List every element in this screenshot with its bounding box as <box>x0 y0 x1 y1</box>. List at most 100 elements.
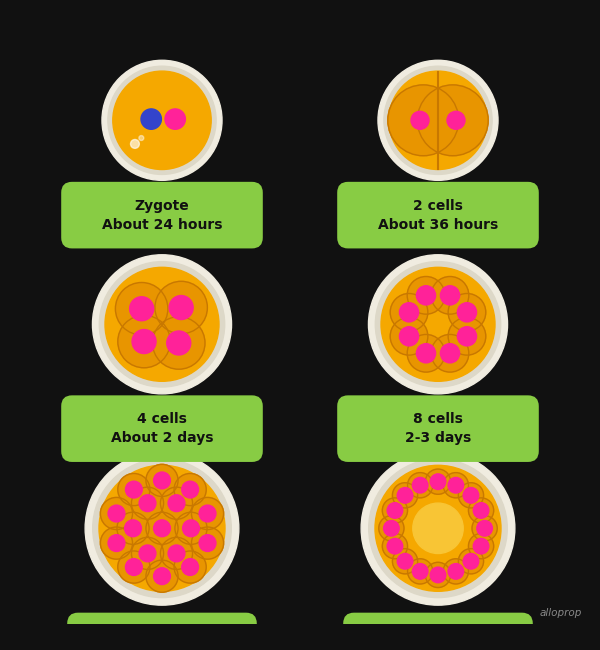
FancyBboxPatch shape <box>343 613 533 650</box>
Circle shape <box>431 335 469 372</box>
Circle shape <box>473 538 489 554</box>
Circle shape <box>108 535 125 551</box>
Circle shape <box>407 473 433 498</box>
Circle shape <box>381 267 495 382</box>
Circle shape <box>100 261 224 387</box>
Circle shape <box>182 520 199 537</box>
FancyBboxPatch shape <box>61 182 263 248</box>
Circle shape <box>130 297 154 320</box>
Circle shape <box>447 111 465 129</box>
Circle shape <box>400 303 419 322</box>
Circle shape <box>412 478 428 493</box>
Circle shape <box>108 66 216 174</box>
Circle shape <box>100 527 133 559</box>
Circle shape <box>390 317 428 355</box>
Circle shape <box>392 483 418 508</box>
Circle shape <box>139 136 144 140</box>
Circle shape <box>397 488 413 503</box>
Circle shape <box>131 487 164 519</box>
Circle shape <box>182 481 199 498</box>
Text: 8 cells
2-3 days: 8 cells 2-3 days <box>405 412 471 445</box>
Circle shape <box>407 559 433 584</box>
Circle shape <box>472 515 497 541</box>
Circle shape <box>473 502 489 518</box>
Circle shape <box>191 527 224 559</box>
Circle shape <box>139 495 156 512</box>
Circle shape <box>425 469 451 494</box>
Circle shape <box>118 473 150 506</box>
Circle shape <box>448 317 486 355</box>
Circle shape <box>117 512 149 544</box>
Circle shape <box>389 71 487 170</box>
Text: 2 cells
About 36 hours: 2 cells About 36 hours <box>378 199 498 231</box>
Text: alloprop: alloprop <box>539 608 582 618</box>
Circle shape <box>102 60 222 180</box>
Circle shape <box>113 71 211 170</box>
FancyBboxPatch shape <box>337 395 539 462</box>
Circle shape <box>85 452 239 605</box>
Circle shape <box>416 286 436 305</box>
Circle shape <box>165 109 185 129</box>
Circle shape <box>368 459 508 597</box>
Circle shape <box>175 512 207 544</box>
Circle shape <box>376 261 500 387</box>
Circle shape <box>431 276 469 314</box>
Circle shape <box>160 538 193 569</box>
Circle shape <box>160 487 193 519</box>
Circle shape <box>146 512 178 544</box>
Circle shape <box>411 111 429 129</box>
Circle shape <box>458 549 484 574</box>
Circle shape <box>100 497 133 530</box>
Circle shape <box>425 562 451 588</box>
Circle shape <box>443 473 469 498</box>
Circle shape <box>167 331 191 355</box>
Circle shape <box>382 498 407 523</box>
Circle shape <box>99 465 225 592</box>
Circle shape <box>378 60 498 180</box>
Circle shape <box>448 294 486 331</box>
Circle shape <box>105 267 219 382</box>
Circle shape <box>118 315 170 368</box>
Circle shape <box>154 568 170 584</box>
Circle shape <box>430 474 446 489</box>
Circle shape <box>457 327 476 346</box>
Circle shape <box>92 459 232 597</box>
Circle shape <box>368 255 508 394</box>
Circle shape <box>469 534 494 559</box>
FancyBboxPatch shape <box>67 613 257 650</box>
Circle shape <box>392 549 418 574</box>
Circle shape <box>477 521 493 536</box>
Circle shape <box>418 85 488 156</box>
Circle shape <box>397 553 413 569</box>
Circle shape <box>400 327 419 346</box>
Circle shape <box>174 473 206 506</box>
Circle shape <box>169 296 193 320</box>
Circle shape <box>182 558 199 575</box>
Circle shape <box>448 478 464 493</box>
Circle shape <box>141 109 161 129</box>
Circle shape <box>457 303 476 322</box>
Circle shape <box>463 553 479 569</box>
Circle shape <box>379 515 404 541</box>
Circle shape <box>199 505 216 522</box>
Circle shape <box>469 498 494 523</box>
Circle shape <box>384 66 492 174</box>
Circle shape <box>361 452 515 605</box>
Circle shape <box>448 564 464 579</box>
Circle shape <box>387 538 403 554</box>
Circle shape <box>131 140 139 148</box>
Circle shape <box>154 520 170 537</box>
Circle shape <box>152 317 205 369</box>
Circle shape <box>125 481 142 498</box>
Circle shape <box>155 281 208 333</box>
Circle shape <box>125 558 142 575</box>
Circle shape <box>118 551 150 583</box>
Circle shape <box>191 497 224 530</box>
Circle shape <box>375 465 501 592</box>
Text: 4-6 days: 4-6 days <box>405 633 471 647</box>
Circle shape <box>154 472 170 489</box>
Circle shape <box>388 85 458 156</box>
Circle shape <box>387 502 403 518</box>
Circle shape <box>382 534 407 559</box>
Circle shape <box>108 505 125 522</box>
